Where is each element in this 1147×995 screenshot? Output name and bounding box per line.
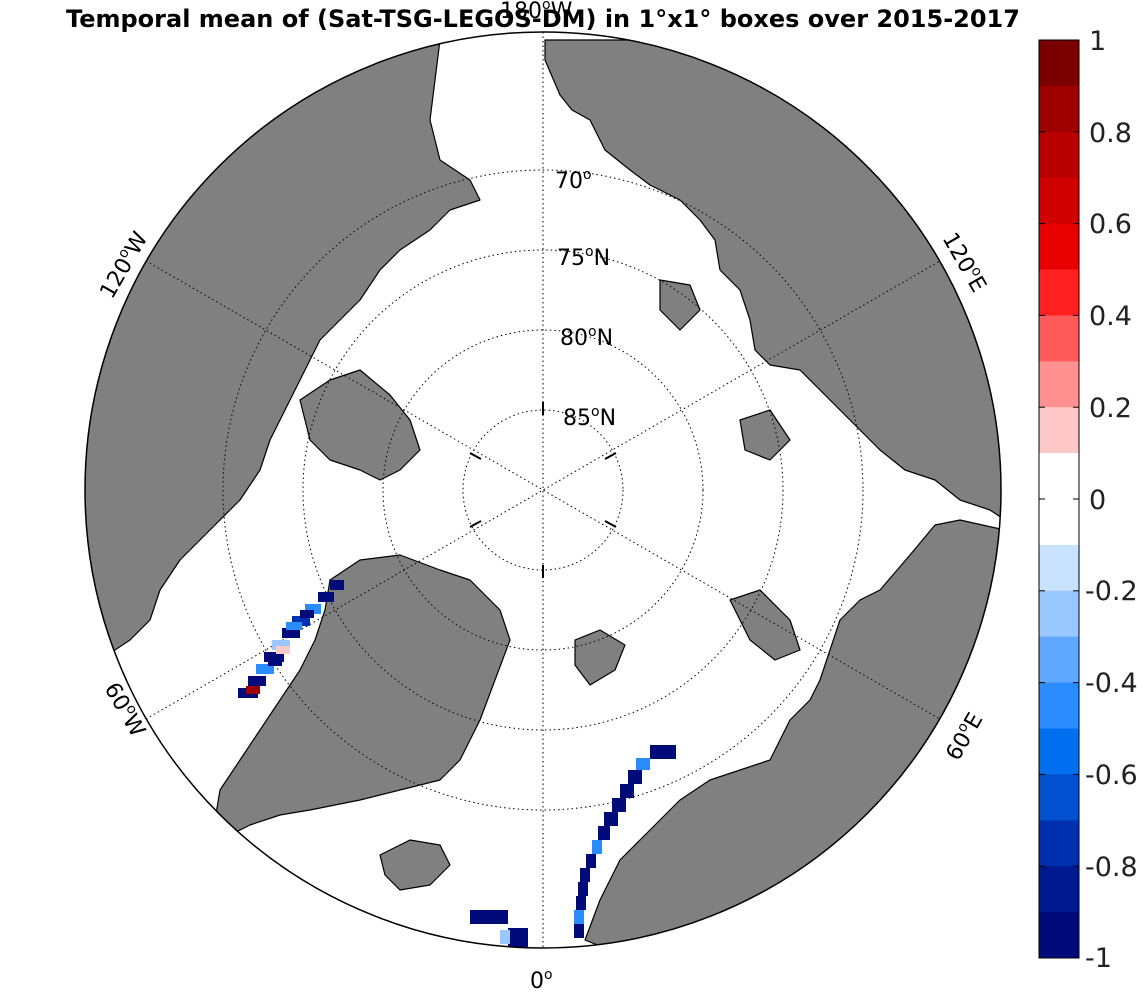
colorbar-tick-marks bbox=[1039, 39, 1079, 959]
colorbar-swatch bbox=[1039, 866, 1079, 913]
data-box bbox=[282, 628, 300, 638]
data-box bbox=[576, 896, 586, 910]
cb-tick-label: 0.2 bbox=[1089, 393, 1132, 424]
latitude-labels: 70o 75oN 80oN 85oN bbox=[555, 167, 616, 431]
colorbar-swatch bbox=[1039, 774, 1079, 821]
colorbar-swatches bbox=[1039, 40, 1079, 959]
data-box bbox=[268, 658, 282, 666]
colorbar-swatch bbox=[1039, 40, 1079, 87]
colorbar-tick-labels: 1 0.8 0.6 0.4 0.2 0 -0.2 -0.4 -0.6 -0.8 … bbox=[1085, 26, 1138, 974]
data-box bbox=[272, 640, 290, 650]
colorbar-swatch bbox=[1039, 361, 1079, 408]
data-box bbox=[620, 784, 634, 798]
land-ellesmere bbox=[299, 369, 421, 481]
land-severnaya bbox=[659, 279, 701, 331]
figure-title: Temporal mean of (Sat-TSG-LEGOS-DM) in 1… bbox=[66, 5, 1020, 33]
data-box bbox=[598, 826, 610, 840]
data-box bbox=[246, 686, 260, 694]
lat-label-70: 70o bbox=[555, 167, 592, 194]
colorbar: 1 0.8 0.6 0.4 0.2 0 -0.2 -0.4 -0.6 -0.8 … bbox=[1038, 26, 1138, 974]
map-outline bbox=[84, 31, 1002, 949]
data-box bbox=[650, 745, 676, 759]
data-box bbox=[264, 652, 284, 662]
colorbar-swatch bbox=[1039, 544, 1079, 592]
data-box bbox=[248, 676, 266, 686]
data-boxes bbox=[238, 580, 676, 948]
lat-label-85: 85oN bbox=[563, 404, 616, 431]
data-box bbox=[256, 664, 274, 674]
data-box bbox=[604, 812, 618, 826]
data-box bbox=[628, 770, 642, 784]
lon-label-180w: 180oW bbox=[500, 0, 573, 24]
data-box bbox=[580, 868, 590, 882]
colorbar-swatch bbox=[1039, 269, 1079, 316]
data-box bbox=[578, 882, 588, 896]
data-box bbox=[330, 580, 344, 590]
colorbar-swatch bbox=[1039, 131, 1079, 179]
colorbar-swatch bbox=[1039, 315, 1079, 362]
lat-label-75: 75oN bbox=[557, 244, 610, 271]
data-box bbox=[586, 854, 596, 868]
colorbar-swatch bbox=[1039, 85, 1079, 133]
data-box bbox=[276, 646, 290, 654]
cb-tick-label: 0.6 bbox=[1089, 209, 1132, 240]
colorbar-swatch bbox=[1039, 499, 1079, 546]
data-box bbox=[318, 592, 334, 602]
cb-tick-label: 1 bbox=[1089, 26, 1106, 57]
data-box bbox=[612, 798, 626, 812]
colorbar-swatch bbox=[1039, 177, 1079, 225]
data-box bbox=[508, 928, 528, 948]
cb-tick-label: 0.8 bbox=[1089, 118, 1132, 149]
graticule-ticks bbox=[469, 402, 617, 578]
data-box bbox=[305, 604, 321, 614]
colorbar-swatch bbox=[1039, 407, 1079, 454]
colorbar-swatch bbox=[1039, 682, 1079, 729]
lon-label-60e: 60oE bbox=[940, 708, 989, 765]
colorbar-swatch bbox=[1039, 728, 1079, 775]
colorbar-swatch bbox=[1039, 912, 1079, 959]
cb-tick-label: -0.4 bbox=[1085, 668, 1138, 699]
cb-tick-label: -0.2 bbox=[1085, 576, 1138, 607]
data-box bbox=[574, 910, 584, 924]
lat-label-80: 80oN bbox=[560, 324, 613, 351]
land-svalbard bbox=[574, 629, 626, 686]
cb-tick-label: 0.4 bbox=[1089, 301, 1132, 332]
data-box bbox=[300, 610, 314, 618]
data-box bbox=[292, 616, 310, 626]
data-box bbox=[574, 924, 584, 938]
colorbar-swatch bbox=[1039, 590, 1079, 638]
graticule bbox=[145, 32, 941, 948]
land-greenland bbox=[214, 554, 511, 836]
colorbar-swatch bbox=[1039, 636, 1079, 684]
land-iceland bbox=[379, 839, 451, 891]
data-box bbox=[470, 910, 508, 924]
lon-label-0: 0o bbox=[530, 967, 553, 994]
colorbar-swatch bbox=[1039, 820, 1079, 867]
colorbar-swatch bbox=[1039, 223, 1079, 270]
cb-tick-label: -0.6 bbox=[1085, 760, 1138, 791]
data-box bbox=[636, 758, 650, 770]
colorbar-swatch bbox=[1039, 453, 1079, 500]
data-box bbox=[500, 930, 510, 944]
cb-tick-label: 0 bbox=[1089, 485, 1106, 516]
cb-tick-label: -0.8 bbox=[1085, 852, 1138, 883]
data-box bbox=[286, 622, 302, 630]
cb-tick-label: -1 bbox=[1085, 943, 1112, 974]
polar-map bbox=[85, 32, 1001, 948]
data-box bbox=[592, 840, 602, 854]
